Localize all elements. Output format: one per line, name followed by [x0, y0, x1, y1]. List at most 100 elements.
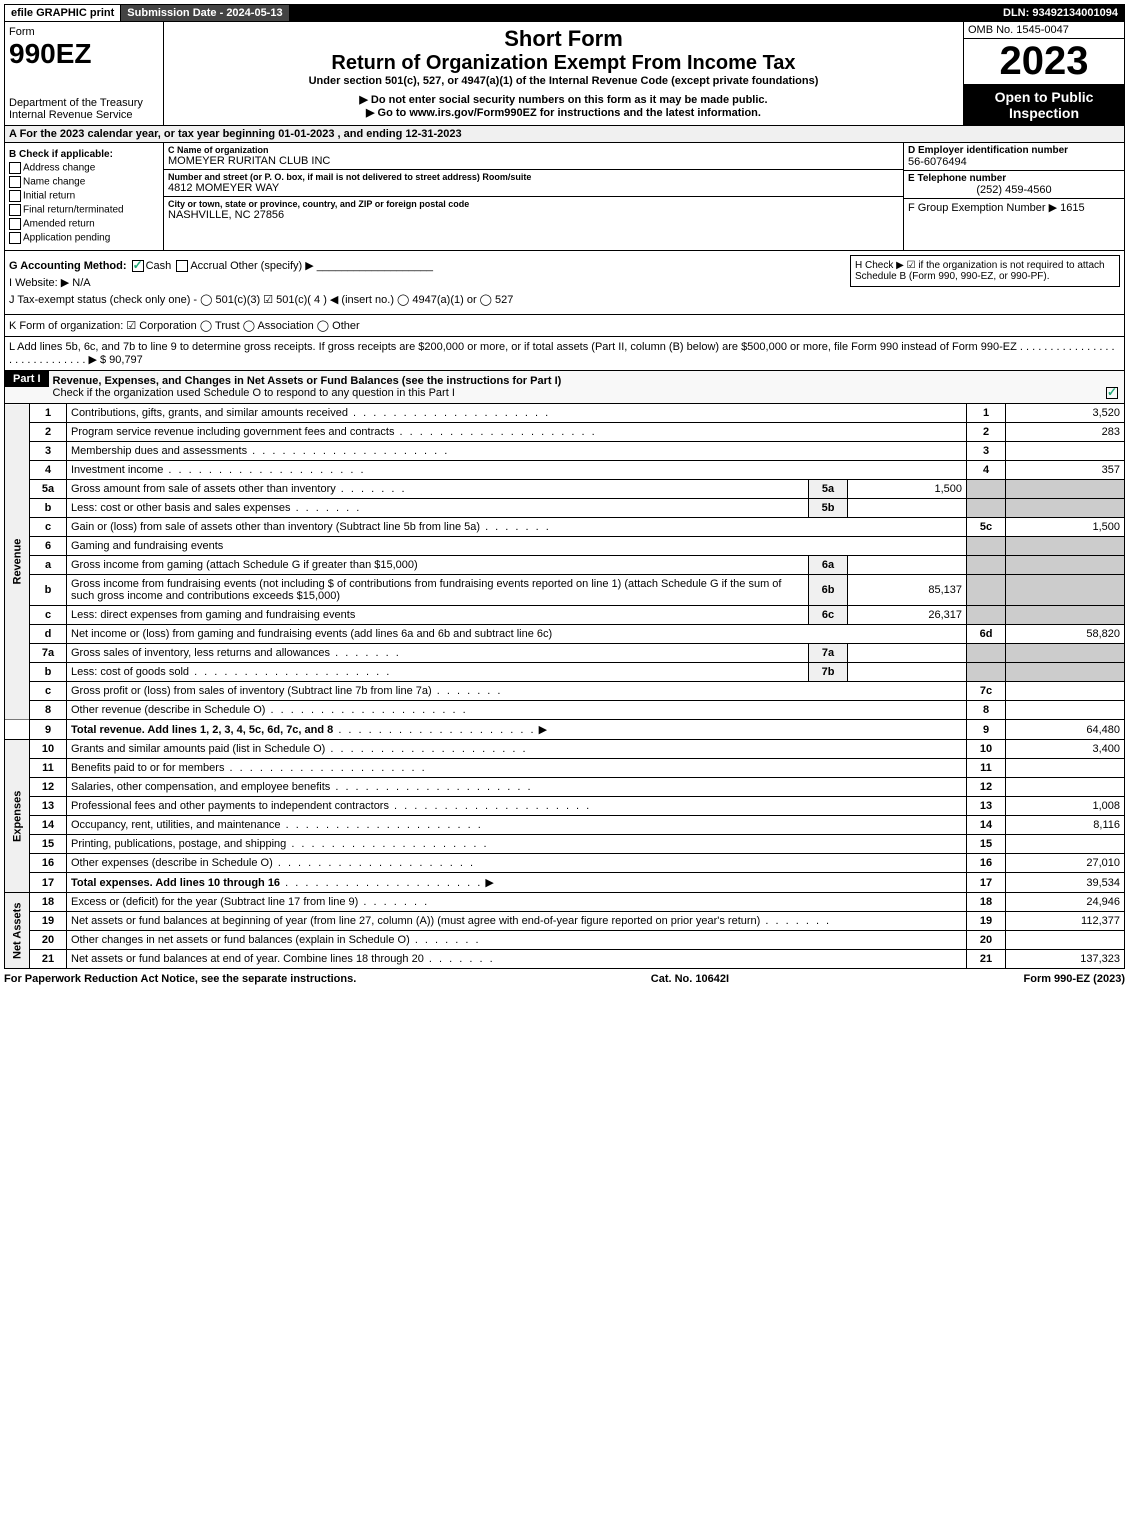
part-i-title: Revenue, Expenses, and Changes in Net As…	[53, 375, 562, 387]
checkbox-initial-return[interactable]: Initial return	[9, 190, 159, 202]
line-18-desc: Excess or (deficit) for the year (Subtra…	[71, 896, 358, 908]
line-7a-sn: 7a	[809, 644, 848, 663]
checkbox-accrual[interactable]	[176, 260, 188, 272]
line-21-rn: 21	[967, 950, 1006, 969]
ein-label: D Employer identification number	[908, 145, 1120, 156]
line-11-desc: Benefits paid to or for members	[71, 762, 224, 774]
line-16-desc: Other expenses (describe in Schedule O)	[71, 857, 273, 869]
line-7c-val	[1006, 682, 1125, 701]
col-b-label: B Check if applicable:	[9, 149, 159, 160]
line-5b-val-shaded	[1006, 499, 1125, 518]
line-6b-num: b	[30, 575, 67, 606]
tax-year: 2023	[964, 39, 1124, 84]
line-7b-sn: 7b	[809, 663, 848, 682]
info-grid: B Check if applicable: Address change Na…	[4, 143, 1125, 251]
ein-value: 56-6076494	[908, 156, 1120, 168]
form-label: Form	[9, 26, 159, 38]
line-5a-rn-shaded	[967, 480, 1006, 499]
phone-label: E Telephone number	[908, 173, 1120, 184]
line-5b-desc: Less: cost or other basis and sales expe…	[71, 502, 291, 514]
note-goto: ▶ Go to www.irs.gov/Form990EZ for instru…	[168, 106, 959, 119]
checkbox-name-change[interactable]: Name change	[9, 176, 159, 188]
line-7b-desc: Less: cost of goods sold	[71, 666, 189, 678]
line-11-num: 11	[30, 759, 67, 778]
line-6b-desc: Gross income from fundraising events (no…	[71, 578, 781, 602]
line-7a-rn-shaded	[967, 644, 1006, 663]
line-18-rn: 18	[967, 893, 1006, 912]
line-13-rn: 13	[967, 797, 1006, 816]
line-6-rn-shaded	[967, 537, 1006, 556]
checkbox-address-change[interactable]: Address change	[9, 162, 159, 174]
line-7c-rn: 7c	[967, 682, 1006, 701]
line-2-num: 2	[30, 423, 67, 442]
line-5b-rn-shaded	[967, 499, 1006, 518]
checkbox-final-return[interactable]: Final return/terminated	[9, 204, 159, 216]
part-i-header: Part I Revenue, Expenses, and Changes in…	[4, 371, 1125, 404]
line-7a-desc: Gross sales of inventory, less returns a…	[71, 647, 330, 659]
line-14-rn: 14	[967, 816, 1006, 835]
line-2-val: 283	[1006, 423, 1125, 442]
line-13-val: 1,008	[1006, 797, 1125, 816]
line-19-desc: Net assets or fund balances at beginning…	[71, 915, 760, 927]
line-10-desc: Grants and similar amounts paid (list in…	[71, 743, 325, 755]
form-number: 990EZ	[9, 38, 159, 70]
checkbox-schedule-o[interactable]	[1106, 387, 1118, 399]
title-short-form: Short Form	[168, 26, 959, 52]
line-6a-val-shaded	[1006, 556, 1125, 575]
line-11-val	[1006, 759, 1125, 778]
line-2-desc: Program service revenue including govern…	[71, 426, 394, 438]
dln: DLN: 93492134001094	[997, 5, 1124, 21]
line-14-desc: Occupancy, rent, utilities, and maintena…	[71, 819, 281, 831]
checkbox-amended-return[interactable]: Amended return	[9, 218, 159, 230]
revenue-label: Revenue	[5, 404, 30, 720]
line-21-num: 21	[30, 950, 67, 969]
line-5c-rn: 5c	[967, 518, 1006, 537]
line-7b-val-shaded	[1006, 663, 1125, 682]
box-h-schedule-b: H Check ▶ ☑ if the organization is not r…	[850, 255, 1120, 287]
line-15-rn: 15	[967, 835, 1006, 854]
line-5a-val-shaded	[1006, 480, 1125, 499]
line-12-num: 12	[30, 778, 67, 797]
line-17-desc: Total expenses. Add lines 10 through 16	[71, 877, 280, 889]
line-20-num: 20	[30, 931, 67, 950]
net-assets-label: Net Assets	[5, 893, 30, 969]
checkbox-application-pending[interactable]: Application pending	[9, 232, 159, 244]
line-5a-sn: 5a	[809, 480, 848, 499]
efile-print[interactable]: efile GRAPHIC print	[5, 5, 121, 21]
line-7a-num: 7a	[30, 644, 67, 663]
top-bar: efile GRAPHIC print Submission Date - 20…	[4, 4, 1125, 22]
city-label: City or town, state or province, country…	[168, 199, 899, 209]
line-5a-num: 5a	[30, 480, 67, 499]
line-6c-sv: 26,317	[848, 606, 967, 625]
line-14-val: 8,116	[1006, 816, 1125, 835]
line-5b-num: b	[30, 499, 67, 518]
line-10-num: 10	[30, 740, 67, 759]
line-6b-sn: 6b	[809, 575, 848, 606]
submission-date: Submission Date - 2024-05-13	[121, 5, 289, 21]
header-left: Form 990EZ Department of the Treasury In…	[5, 22, 164, 125]
line-19-rn: 19	[967, 912, 1006, 931]
line-6a-sv	[848, 556, 967, 575]
line-6d-num: d	[30, 625, 67, 644]
line-6a-sn: 6a	[809, 556, 848, 575]
line-6-desc: Gaming and fundraising events	[67, 537, 967, 556]
line-9-val: 64,480	[1006, 720, 1125, 740]
line-14-num: 14	[30, 816, 67, 835]
line-4-rn: 4	[967, 461, 1006, 480]
line-5a-sv: 1,500	[848, 480, 967, 499]
col-b-check-applicable: B Check if applicable: Address change Na…	[5, 143, 164, 250]
part-i-badge: Part I	[5, 371, 49, 387]
line-7a-val-shaded	[1006, 644, 1125, 663]
checkbox-cash[interactable]	[132, 260, 144, 272]
line-6d-rn: 6d	[967, 625, 1006, 644]
line-16-rn: 16	[967, 854, 1006, 873]
street-label: Number and street (or P. O. box, if mail…	[168, 172, 899, 182]
line-7b-rn-shaded	[967, 663, 1006, 682]
line-20-rn: 20	[967, 931, 1006, 950]
line-9-rn: 9	[967, 720, 1006, 740]
group-exemption: F Group Exemption Number ▶ 1615	[904, 199, 1124, 216]
header-center: Short Form Return of Organization Exempt…	[164, 22, 964, 125]
department: Department of the Treasury Internal Reve…	[9, 97, 159, 121]
line-8-val	[1006, 701, 1125, 720]
line-16-num: 16	[30, 854, 67, 873]
